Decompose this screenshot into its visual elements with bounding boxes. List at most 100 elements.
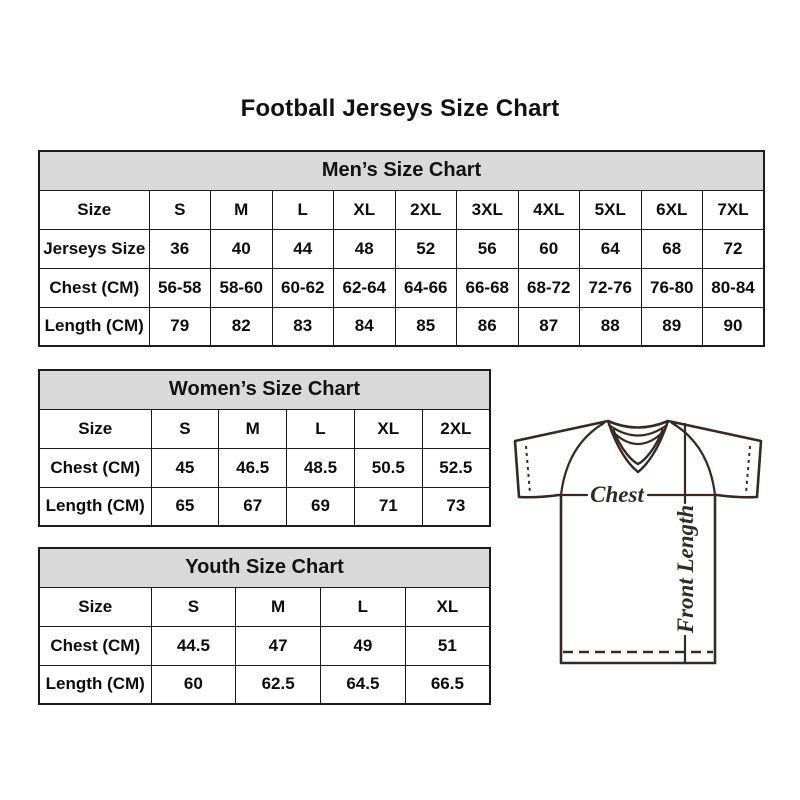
row-label: Length (CM) [38, 306, 150, 347]
cell: XL [404, 586, 491, 627]
chest-label: Chest [590, 482, 644, 507]
row-label: Size [38, 189, 150, 230]
cell: 80-84 [702, 267, 765, 308]
cell: XL [333, 189, 396, 230]
cell: 89 [640, 306, 703, 347]
row-label: Size [38, 586, 152, 627]
cell: S [150, 408, 220, 449]
cell: S [148, 189, 211, 230]
cell: 60 [517, 228, 580, 269]
row-label: Chest (CM) [38, 447, 152, 488]
cell: 58-60 [210, 267, 273, 308]
cell: 72-76 [579, 267, 642, 308]
row-label: Chest (CM) [38, 625, 152, 666]
row-label: Size [38, 408, 152, 449]
cell: 60-62 [271, 267, 334, 308]
jersey-diagram: Chest Front Length [513, 419, 763, 665]
table-header-row: Men’s Size Chart [38, 150, 765, 191]
table-row: Size S M L XL [38, 586, 491, 627]
cell: 2XL [421, 408, 491, 449]
cell: 68 [640, 228, 703, 269]
cell: 44 [271, 228, 334, 269]
cell: 46.5 [218, 447, 288, 488]
youth-table-title: Youth Size Chart [38, 547, 491, 588]
cell: 68-72 [517, 267, 580, 308]
cell: 72 [702, 228, 765, 269]
cell: L [271, 189, 334, 230]
cell: L [320, 586, 406, 627]
table-row: Chest (CM) 56-58 58-60 60-62 62-64 64-66… [38, 267, 765, 308]
cell: 69 [286, 486, 355, 527]
cell: 52 [394, 228, 457, 269]
front-length-label: Front Length [673, 505, 698, 634]
table-row: Length (CM) 65 67 69 71 73 [38, 486, 491, 527]
cell: 49 [320, 625, 406, 666]
cell: 66-68 [456, 267, 519, 308]
v-neck [606, 420, 670, 474]
cell: 85 [394, 306, 457, 347]
row-label: Jerseys Size [38, 228, 150, 269]
cell: 56-58 [148, 267, 211, 308]
cell: 48 [333, 228, 396, 269]
cell: XL [353, 408, 423, 449]
cell: 40 [210, 228, 273, 269]
cell: 60 [150, 664, 237, 705]
cell: 45 [150, 447, 220, 488]
jersey-outline [513, 419, 763, 665]
cell: 44.5 [150, 625, 237, 666]
cell: 3XL [456, 189, 519, 230]
row-label: Length (CM) [38, 664, 152, 705]
row-label: Length (CM) [38, 486, 152, 527]
cell: 5XL [579, 189, 642, 230]
cell: 56 [456, 228, 519, 269]
cell: 82 [210, 306, 273, 347]
womens-size-chart-table: Women’s Size Chart Size S M L XL 2XL Che… [38, 369, 491, 527]
table-row: Chest (CM) 45 46.5 48.5 50.5 52.5 [38, 447, 491, 488]
cell: 67 [218, 486, 288, 527]
cell: 64-66 [394, 267, 457, 308]
table-row: Jerseys Size 36 40 44 48 52 56 60 64 68 … [38, 228, 765, 269]
table-row: Length (CM) 60 62.5 64.5 66.5 [38, 664, 491, 705]
cell: S [150, 586, 237, 627]
cell: 87 [517, 306, 580, 347]
cell: M [210, 189, 273, 230]
womens-table-title: Women’s Size Chart [38, 369, 491, 410]
cell: 4XL [517, 189, 580, 230]
page-title: Football Jerseys Size Chart [240, 95, 560, 122]
cell: 79 [148, 306, 211, 347]
cell: 65 [150, 486, 220, 527]
table-header-row: Women’s Size Chart [38, 369, 491, 410]
cell: 2XL [394, 189, 457, 230]
table-header-row: Youth Size Chart [38, 547, 491, 588]
youth-size-chart-table: Youth Size Chart Size S M L XL Chest (CM… [38, 547, 491, 705]
cell: 7XL [702, 189, 765, 230]
cell: M [235, 586, 321, 627]
cell: 64.5 [320, 664, 406, 705]
cell: 52.5 [421, 447, 491, 488]
cell: 64 [579, 228, 642, 269]
cell: L [286, 408, 355, 449]
mens-table-title: Men’s Size Chart [38, 150, 765, 191]
cell: 62-64 [333, 267, 396, 308]
cell: 71 [353, 486, 423, 527]
cell: 86 [456, 306, 519, 347]
table-row: Size S M L XL 2XL [38, 408, 491, 449]
table-row: Length (CM) 79 82 83 84 85 86 87 88 89 9… [38, 306, 765, 347]
cell: 90 [702, 306, 765, 347]
cell: 84 [333, 306, 396, 347]
cell: 62.5 [235, 664, 321, 705]
mens-size-chart-table: Men’s Size Chart Size S M L XL 2XL 3XL 4… [38, 150, 765, 347]
cell: 51 [404, 625, 491, 666]
cell: 48.5 [286, 447, 355, 488]
cell: 83 [271, 306, 334, 347]
cuff-stitch-lines [525, 445, 751, 494]
row-label: Chest (CM) [38, 267, 150, 308]
table-row: Size S M L XL 2XL 3XL 4XL 5XL 6XL 7XL [38, 189, 765, 230]
cell: 36 [148, 228, 211, 269]
cell: 66.5 [404, 664, 491, 705]
table-row: Chest (CM) 44.5 47 49 51 [38, 625, 491, 666]
cell: 47 [235, 625, 321, 666]
armhole-seams [559, 421, 717, 497]
cell: 6XL [640, 189, 703, 230]
